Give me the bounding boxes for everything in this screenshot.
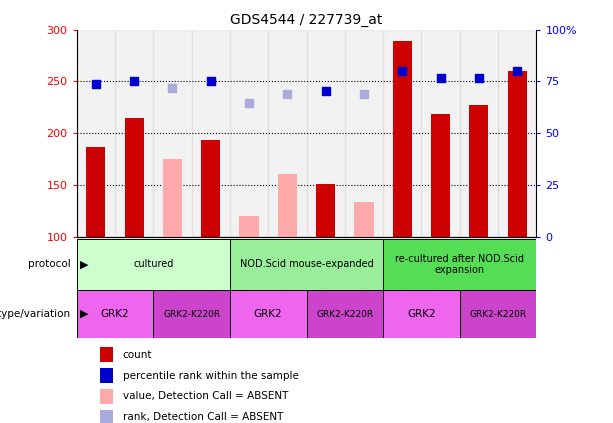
Text: GRK2-K220R: GRK2-K220R [470, 310, 527, 319]
Bar [422, 30, 460, 237]
Text: ▶: ▶ [80, 259, 88, 269]
Point [321, 88, 330, 94]
Point [206, 78, 216, 85]
Bar [268, 30, 306, 237]
Point [283, 91, 292, 97]
Bar [240, 216, 259, 237]
Text: GRK2: GRK2 [407, 309, 436, 319]
Text: GRK2: GRK2 [254, 309, 283, 319]
Bar [77, 30, 115, 237]
Text: GRK2-K220R: GRK2-K220R [163, 310, 220, 319]
Point [129, 78, 139, 85]
Bar [383, 290, 460, 338]
Bar [470, 105, 489, 237]
Text: count: count [123, 350, 152, 360]
Point [397, 68, 407, 74]
Bar [230, 239, 383, 290]
Text: protocol: protocol [28, 259, 70, 269]
Bar [99, 368, 113, 383]
Point [167, 84, 177, 91]
Bar [99, 410, 113, 423]
Bar [393, 41, 412, 237]
Bar [124, 118, 143, 237]
Text: value, Detection Call = ABSENT: value, Detection Call = ABSENT [123, 391, 288, 401]
Bar [99, 347, 113, 362]
Bar [460, 290, 536, 338]
Bar [201, 140, 220, 237]
Text: GRK2-K220R: GRK2-K220R [316, 310, 373, 319]
Text: percentile rank within the sample: percentile rank within the sample [123, 371, 299, 381]
Bar [306, 290, 383, 338]
Text: genotype/variation: genotype/variation [0, 309, 70, 319]
Bar [153, 290, 230, 338]
Bar [345, 30, 383, 237]
Bar [316, 184, 335, 237]
Point [512, 68, 522, 74]
Bar [77, 290, 153, 338]
Point [359, 91, 369, 97]
Text: re-cultured after NOD.Scid
expansion: re-cultured after NOD.Scid expansion [395, 253, 524, 275]
Point [91, 80, 101, 87]
Bar [163, 159, 182, 237]
Bar [153, 30, 191, 237]
Bar [77, 239, 230, 290]
Bar [498, 30, 536, 237]
Title: GDS4544 / 227739_at: GDS4544 / 227739_at [230, 13, 383, 27]
Bar [383, 30, 422, 237]
Bar [431, 113, 450, 237]
Bar [278, 174, 297, 237]
Text: cultured: cultured [133, 259, 173, 269]
Point [244, 100, 254, 107]
Text: rank, Detection Call = ABSENT: rank, Detection Call = ABSENT [123, 412, 283, 423]
Bar [383, 239, 536, 290]
Bar [306, 30, 345, 237]
Bar [230, 290, 306, 338]
Bar [230, 30, 268, 237]
Text: ▶: ▶ [80, 309, 88, 319]
Bar [508, 71, 527, 237]
Bar [191, 30, 230, 237]
Text: NOD.Scid mouse-expanded: NOD.Scid mouse-expanded [240, 259, 373, 269]
Bar [99, 389, 113, 404]
Bar [460, 30, 498, 237]
Bar [354, 202, 373, 237]
Text: GRK2: GRK2 [101, 309, 129, 319]
Point [474, 75, 484, 82]
Point [436, 75, 446, 82]
Bar [115, 30, 153, 237]
Bar [86, 147, 105, 237]
